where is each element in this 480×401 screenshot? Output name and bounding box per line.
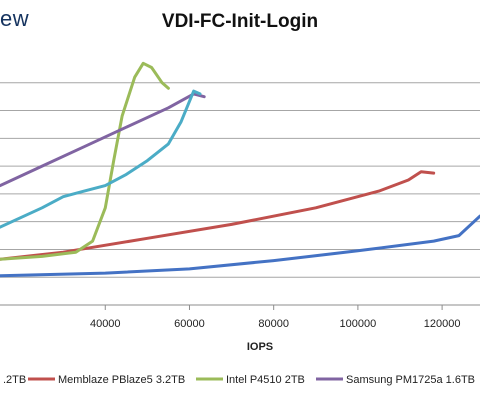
series-line-3: [0, 92, 206, 188]
legend-label-1: Memblaze PBlaze5 3.2TB: [58, 374, 185, 386]
x-tick-label-3: 100000: [340, 318, 377, 330]
tick-layer: 40000 60000 80000 100000 120000: [90, 305, 460, 330]
x-tick-label-2: 80000: [258, 318, 289, 330]
series-line-0: [0, 214, 480, 278]
legend-label-2: Intel P4510 2TB: [226, 374, 305, 386]
series-line-2: [0, 61, 170, 261]
series-layer: [0, 61, 480, 278]
x-tick-label-0: 40000: [90, 318, 121, 330]
grid-layer: [0, 82, 480, 278]
x-axis-title: IOPS: [247, 341, 273, 353]
brand-fragment: ew: [0, 6, 30, 31]
legend-label-3: Samsung PM1725a 1.6TB: [346, 374, 475, 386]
legend-label-0: .2TB: [3, 374, 26, 386]
series-line-4: [0, 89, 202, 229]
legend: .2TB Memblaze PBlaze5 3.2TB Intel P4510 2T…: [3, 374, 475, 386]
x-tick-label-1: 60000: [174, 318, 205, 330]
series-line-1: [0, 170, 436, 261]
x-tick-label-4: 120000: [424, 318, 461, 330]
chart-title: VDI-FC-Init-Login: [161, 11, 319, 32]
